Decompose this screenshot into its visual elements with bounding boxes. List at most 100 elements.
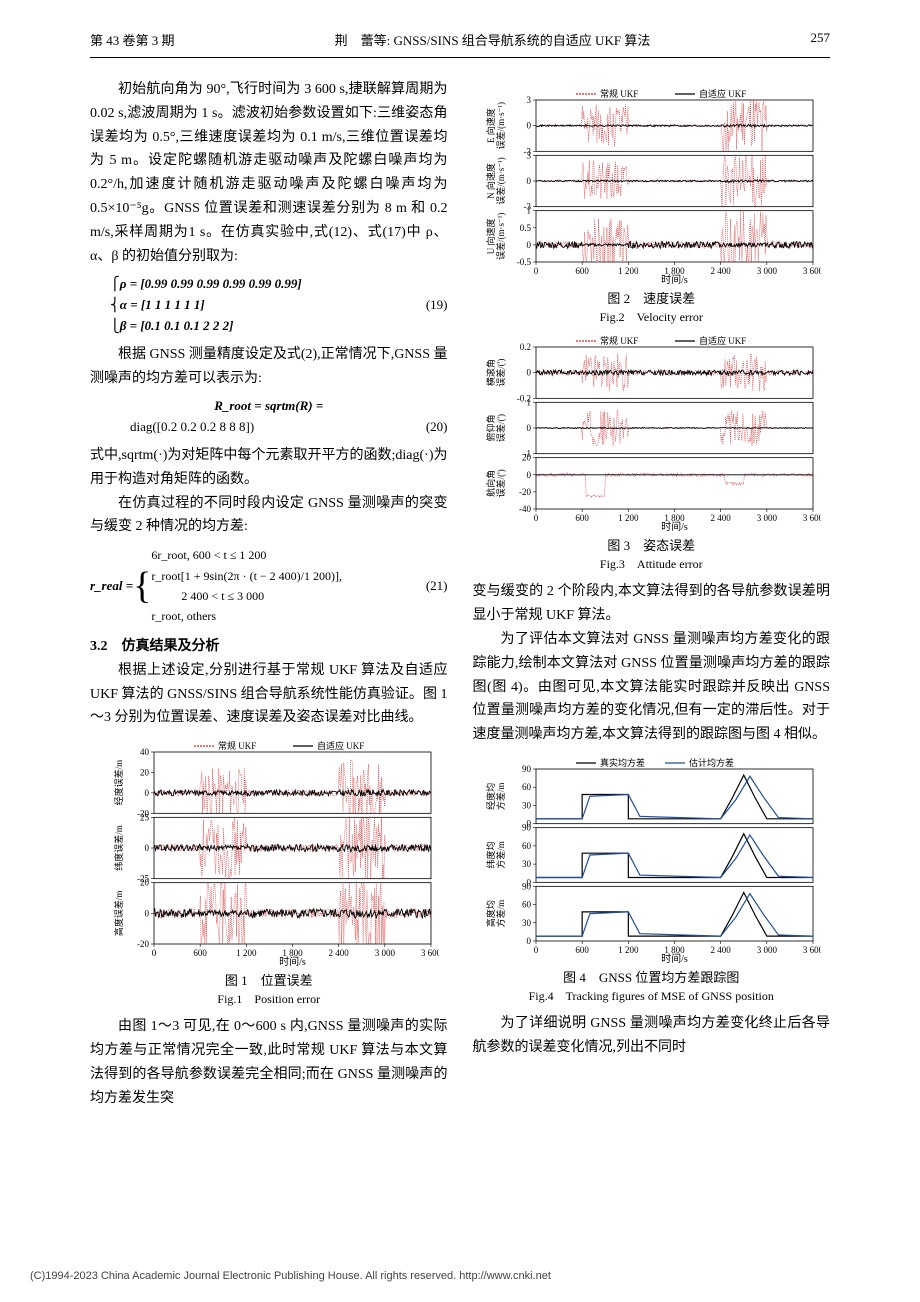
svg-text:3: 3 (527, 150, 532, 160)
svg-text:0: 0 (144, 843, 149, 853)
svg-text:0.2: 0.2 (520, 342, 531, 352)
eq21-lhs: r_real = (90, 576, 133, 597)
svg-text:30: 30 (522, 800, 532, 810)
svg-text:2 400: 2 400 (711, 513, 732, 523)
svg-text:-0.5: -0.5 (517, 257, 532, 267)
svg-text:600: 600 (193, 948, 207, 958)
svg-text:2 400: 2 400 (711, 945, 732, 955)
fig3-caption-cn: 图 3 姿态误差 (473, 537, 831, 555)
svg-text:3 000: 3 000 (374, 948, 395, 958)
svg-text:1: 1 (527, 398, 532, 408)
svg-text:E 向速度: E 向速度 (485, 108, 496, 143)
svg-text:60: 60 (522, 900, 532, 910)
svg-text:25: 25 (140, 812, 150, 822)
figure-4: 真实均方差估计均方差0306090经度均方差/m0306090纬度均方差/m03… (473, 755, 831, 1004)
svg-text:0: 0 (534, 266, 539, 276)
eq19-num: (19) (426, 295, 448, 316)
svg-text:0: 0 (527, 176, 532, 186)
svg-text:0: 0 (527, 423, 532, 433)
para-2: 根据 GNSS 测量精度设定及式(2),正常情况下,GNSS 量测噪声的均方差可… (90, 343, 448, 391)
svg-text:经度误差/m: 经度误差/m (113, 760, 124, 806)
svg-text:航向角: 航向角 (485, 470, 496, 497)
svg-text:N 向速度: N 向速度 (485, 163, 496, 199)
svg-text:误差/('): 误差/(') (495, 414, 506, 442)
svg-text:自适应 UKF: 自适应 UKF (699, 335, 746, 346)
eq20-l1: R_root = sqrtm(R) = (90, 396, 448, 417)
eq21-case2b: 2 400 < t ≤ 3 000 (181, 586, 342, 606)
svg-text:0: 0 (527, 121, 532, 131)
eq21-num: (21) (426, 576, 448, 597)
svg-text:时间/s: 时间/s (279, 955, 306, 968)
svg-text:横滚角: 横滚角 (485, 359, 496, 386)
svg-text:0: 0 (527, 368, 532, 378)
svg-text:常规 UKF: 常规 UKF (600, 88, 638, 99)
svg-text:高度均: 高度均 (485, 900, 496, 927)
svg-text:误差/(m·s⁻¹): 误差/(m·s⁻¹) (495, 213, 506, 260)
svg-text:高度误差/m: 高度误差/m (113, 891, 124, 937)
eq19-rho: ρ = [0.99 0.99 0.99 0.99 0.99 0.99] (120, 274, 302, 295)
header-left: 第 43 卷第 3 期 (90, 30, 175, 49)
svg-text:1 200: 1 200 (618, 513, 639, 523)
svg-text:纬度误差/m: 纬度误差/m (113, 825, 124, 871)
para-9: 为了详细说明 GNSS 量测噪声均方差变化终止后各导航参数的误差变化情况,列出不… (473, 1012, 831, 1060)
svg-text:60: 60 (522, 841, 532, 851)
svg-text:时间/s: 时间/s (661, 952, 688, 965)
main-content: 初始航向角为 90°,飞行时间为 3 600 s,捷联解算周期为 0.02 s,… (0, 58, 920, 1110)
fig3-svg: 常规 UKF自适应 UKF-0.200.2横滚角误差/(')-101俯仰角误差/… (481, 333, 821, 533)
equation-20: R_root = sqrtm(R) = diag([0.2 0.2 0.2 8 … (90, 396, 448, 438)
svg-text:1: 1 (527, 206, 532, 216)
eq20-l2: diag([0.2 0.2 0.2 8 8 8]) (130, 417, 254, 438)
svg-text:2 400: 2 400 (711, 266, 732, 276)
svg-text:误差/(m·s⁻¹): 误差/(m·s⁻¹) (495, 157, 506, 204)
figure-1: 常规 UKF自适应 UKF-2002040经度误差/m-25025纬度误差/m-… (90, 738, 448, 1007)
svg-text:常规 UKF: 常规 UKF (600, 335, 638, 346)
svg-text:3 600: 3 600 (803, 266, 821, 276)
eq19-beta: β = [0.1 0.1 0.1 2 2 2] (120, 316, 234, 337)
svg-text:0: 0 (527, 470, 532, 480)
svg-text:-20: -20 (519, 487, 531, 497)
svg-text:30: 30 (522, 918, 532, 928)
header-center: 荆 蕾等: GNSS/SINS 组合导航系统的自适应 UKF 算法 (335, 30, 651, 49)
para-4: 在仿真过程的不同时段内设定 GNSS 量测噪声的突变与缓变 2 种情况的均方差: (90, 492, 448, 540)
eq20-num: (20) (426, 417, 448, 438)
para-7: 变与缓变的 2 个阶段内,本文算法得到的各导航参数误差明显小于常规 UKF 算法… (473, 580, 831, 628)
fig3-caption-en: Fig.3 Attitude error (473, 555, 831, 572)
svg-text:经度均: 经度均 (485, 783, 496, 810)
right-column: 常规 UKF自适应 UKF-303E 向速度误差/(m·s⁻¹)-303N 向速… (473, 78, 831, 1110)
svg-text:误差/('): 误差/(') (495, 469, 506, 497)
eq21-case1: 6r_root, 600 < t ≤ 1 200 (151, 545, 342, 565)
para-3: 式中,sqrtm(·)为对矩阵中每个元素取开平方的函数;diag(·)为用于构造… (90, 444, 448, 492)
equation-19: ⎧ρ = [0.99 0.99 0.99 0.99 0.99 0.99] ⎨α … (90, 274, 448, 336)
header-right: 257 (810, 30, 830, 49)
svg-text:3: 3 (527, 95, 532, 105)
fig4-caption-cn: 图 4 GNSS 位置均方差跟踪图 (473, 969, 831, 987)
left-column: 初始航向角为 90°,飞行时间为 3 600 s,捷联解算周期为 0.02 s,… (90, 78, 448, 1110)
svg-text:3 600: 3 600 (421, 948, 439, 958)
svg-text:60: 60 (522, 782, 532, 792)
svg-text:1 200: 1 200 (618, 266, 639, 276)
para-1: 初始航向角为 90°,飞行时间为 3 600 s,捷联解算周期为 0.02 s,… (90, 78, 448, 268)
svg-text:30: 30 (522, 859, 532, 869)
svg-text:误差/('): 误差/(') (495, 359, 506, 387)
figure-2: 常规 UKF自适应 UKF-303E 向速度误差/(m·s⁻¹)-303N 向速… (473, 86, 831, 325)
svg-text:U 向速度: U 向速度 (485, 218, 496, 254)
svg-text:-40: -40 (519, 504, 531, 514)
svg-text:0: 0 (534, 945, 539, 955)
svg-text:3 600: 3 600 (803, 513, 821, 523)
svg-text:方差/m: 方差/m (495, 783, 506, 811)
fig4-svg: 真实均方差估计均方差0306090经度均方差/m0306090纬度均方差/m03… (481, 755, 821, 965)
svg-text:自适应 UKF: 自适应 UKF (699, 88, 746, 99)
svg-text:1 200: 1 200 (236, 948, 257, 958)
fig4-caption-en: Fig.4 Tracking figures of MSE of GNSS po… (473, 987, 831, 1004)
eq21-case3: r_root, others (151, 606, 342, 626)
svg-text:时间/s: 时间/s (661, 273, 688, 286)
svg-text:2 400: 2 400 (328, 948, 349, 958)
svg-text:0: 0 (152, 948, 157, 958)
svg-text:20: 20 (140, 878, 150, 888)
page-footer: (C)1994-2023 China Academic Journal Elec… (30, 1270, 551, 1282)
svg-text:90: 90 (522, 764, 532, 774)
svg-text:0: 0 (534, 513, 539, 523)
svg-text:0: 0 (527, 936, 532, 946)
svg-text:3 000: 3 000 (757, 945, 778, 955)
svg-text:时间/s: 时间/s (661, 520, 688, 533)
